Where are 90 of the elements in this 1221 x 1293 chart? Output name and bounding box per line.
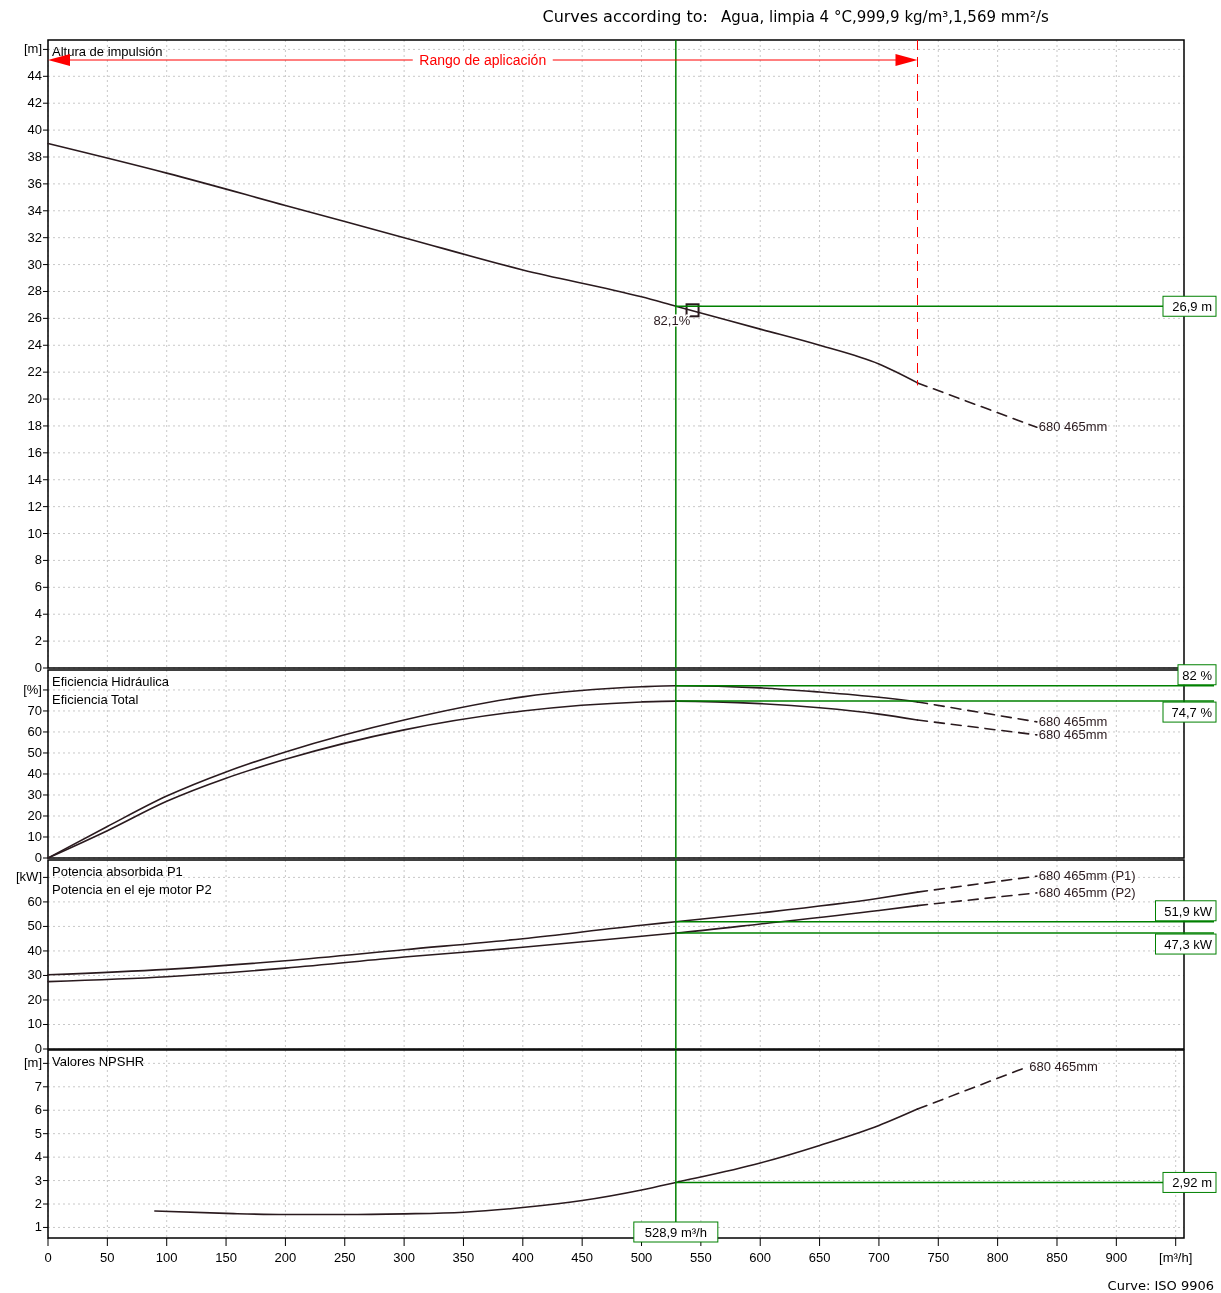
- x-tick-label: 900: [1105, 1250, 1128, 1265]
- y-tick-label: 30: [27, 256, 42, 272]
- y-tick-label: 1: [34, 1219, 42, 1235]
- y-tick-label: 12: [27, 498, 42, 514]
- y-axis-title: Eficiencia Hidráulica Eficiencia Total: [52, 674, 170, 707]
- ref-line-label: 82 %: [1182, 667, 1213, 683]
- y-tick-label: 42: [27, 95, 42, 111]
- ref-line-label: 47,3 kW: [1164, 937, 1213, 953]
- y-axis-title: Altura de impulsión: [52, 44, 163, 59]
- series-label: 680 465mm (P1): [1038, 868, 1136, 884]
- y-tick-label: 36: [27, 175, 42, 191]
- y-tick-label: 4: [34, 606, 42, 622]
- y-tick-label: 38: [27, 148, 42, 164]
- y-tick-label: 8: [34, 552, 42, 568]
- y-tick-label: 30: [27, 786, 42, 802]
- y-tick-label: 50: [27, 744, 42, 760]
- y-tick-label: 20: [27, 991, 42, 1007]
- y-tick-label: 40: [27, 122, 42, 138]
- y-tick-label: 6: [34, 1102, 42, 1118]
- series-label: 680 465mm: [1038, 713, 1108, 729]
- text: Curve: ISO 9906: [1107, 1278, 1214, 1293]
- y-axis-title: Valores NPSHR: [52, 1054, 145, 1069]
- ref-line-label: Rango de aplicación: [419, 52, 547, 68]
- x-tick-label: 250: [333, 1250, 356, 1265]
- y-tick-label: 18: [27, 417, 42, 433]
- series-label: 680 465mm: [1038, 419, 1108, 435]
- x-tick-label: 100: [155, 1250, 178, 1265]
- ref-line-label: 74,7 %: [1171, 705, 1213, 721]
- y-tick-label: 22: [27, 364, 42, 380]
- x-tick-label: 650: [808, 1250, 831, 1265]
- chart-title: Curves according to:: [542, 7, 708, 26]
- y-tick-label: 5: [34, 1125, 42, 1141]
- y-tick-label: 0: [34, 660, 42, 675]
- y-tick-label: 10: [27, 525, 42, 541]
- y-tick-label: 7: [34, 1078, 42, 1094]
- x-tick-label: 0: [44, 1250, 52, 1265]
- y-tick-label: 0: [34, 850, 42, 865]
- y-tick-label: 34: [27, 202, 42, 218]
- y-tick-label: 28: [27, 283, 42, 299]
- x-tick-label: 500: [630, 1250, 653, 1265]
- x-tick-label: 550: [690, 1250, 712, 1265]
- y-tick-label: 4: [34, 1149, 42, 1165]
- y-axis-title: Potencia absorbida P1 Potencia en el eje motor P2: [52, 864, 212, 897]
- y-tick-label: 20: [27, 391, 42, 407]
- y-tick-label: 16: [27, 444, 42, 460]
- y-tick-label: [m]: [23, 1055, 42, 1071]
- ref-line-label: 2,92 m: [1172, 1175, 1212, 1191]
- ref-line-label: 26,9 m: [1172, 299, 1212, 315]
- y-tick-label: 30: [27, 967, 42, 983]
- y-tick-label: 10: [27, 828, 42, 844]
- x-tick-label: 850: [1046, 1250, 1068, 1265]
- x-tick-label: 600: [749, 1250, 772, 1265]
- x-tick-label: 400: [511, 1250, 534, 1265]
- x-tick-label: 450: [571, 1250, 594, 1265]
- ref-line-label: 51,9 kW: [1164, 903, 1213, 919]
- x-tick-label: 700: [868, 1250, 890, 1265]
- y-tick-label: 50: [27, 918, 42, 934]
- y-tick-label: 60: [27, 893, 42, 909]
- x-tick-label: 300: [393, 1250, 415, 1265]
- y-tick-label: 70: [27, 702, 42, 718]
- y-tick-label: 24: [27, 337, 42, 353]
- x-tick-label: 200: [274, 1250, 297, 1265]
- x-tick-label: 800: [986, 1250, 1009, 1265]
- y-tick-label: 14: [27, 471, 42, 487]
- x-tick-label: [m³/h]: [1159, 1250, 1193, 1265]
- x-tick-label: 50: [100, 1250, 115, 1265]
- y-tick-label: 2: [34, 1196, 42, 1212]
- y-tick-label: [kW]: [16, 869, 42, 885]
- x-tick-label: 350: [452, 1250, 475, 1265]
- y-tick-label: 0: [34, 1041, 42, 1056]
- x-tick-label: 750: [927, 1250, 950, 1265]
- series-label: 680 465mm: [1038, 726, 1108, 742]
- y-tick-label: 20: [27, 807, 42, 823]
- y-tick-label: 44: [27, 68, 42, 84]
- chart-subtitle: Agua, limpia 4 °C,999,9 kg/m³,1,569 mm²/s: [721, 8, 1050, 26]
- y-tick-label: 26: [27, 310, 42, 326]
- y-tick-label: 2: [34, 633, 42, 649]
- y-tick-label: 32: [27, 229, 42, 245]
- ref-line-label: 528,9 m³/h: [644, 1225, 707, 1240]
- x-tick-label: 150: [215, 1250, 237, 1265]
- y-tick-label: 10: [27, 1016, 42, 1032]
- y-tick-label: [%]: [23, 681, 42, 697]
- y-tick-label: 40: [27, 765, 42, 781]
- y-tick-label: 6: [34, 579, 42, 595]
- series-label: 680 465mm (P2): [1038, 884, 1136, 900]
- y-tick-label: [m]: [23, 41, 42, 57]
- y-tick-label: 3: [34, 1172, 42, 1188]
- y-tick-label: 40: [27, 942, 42, 958]
- series-label: 680 465mm: [1029, 1058, 1098, 1074]
- y-tick-label: 60: [27, 723, 42, 739]
